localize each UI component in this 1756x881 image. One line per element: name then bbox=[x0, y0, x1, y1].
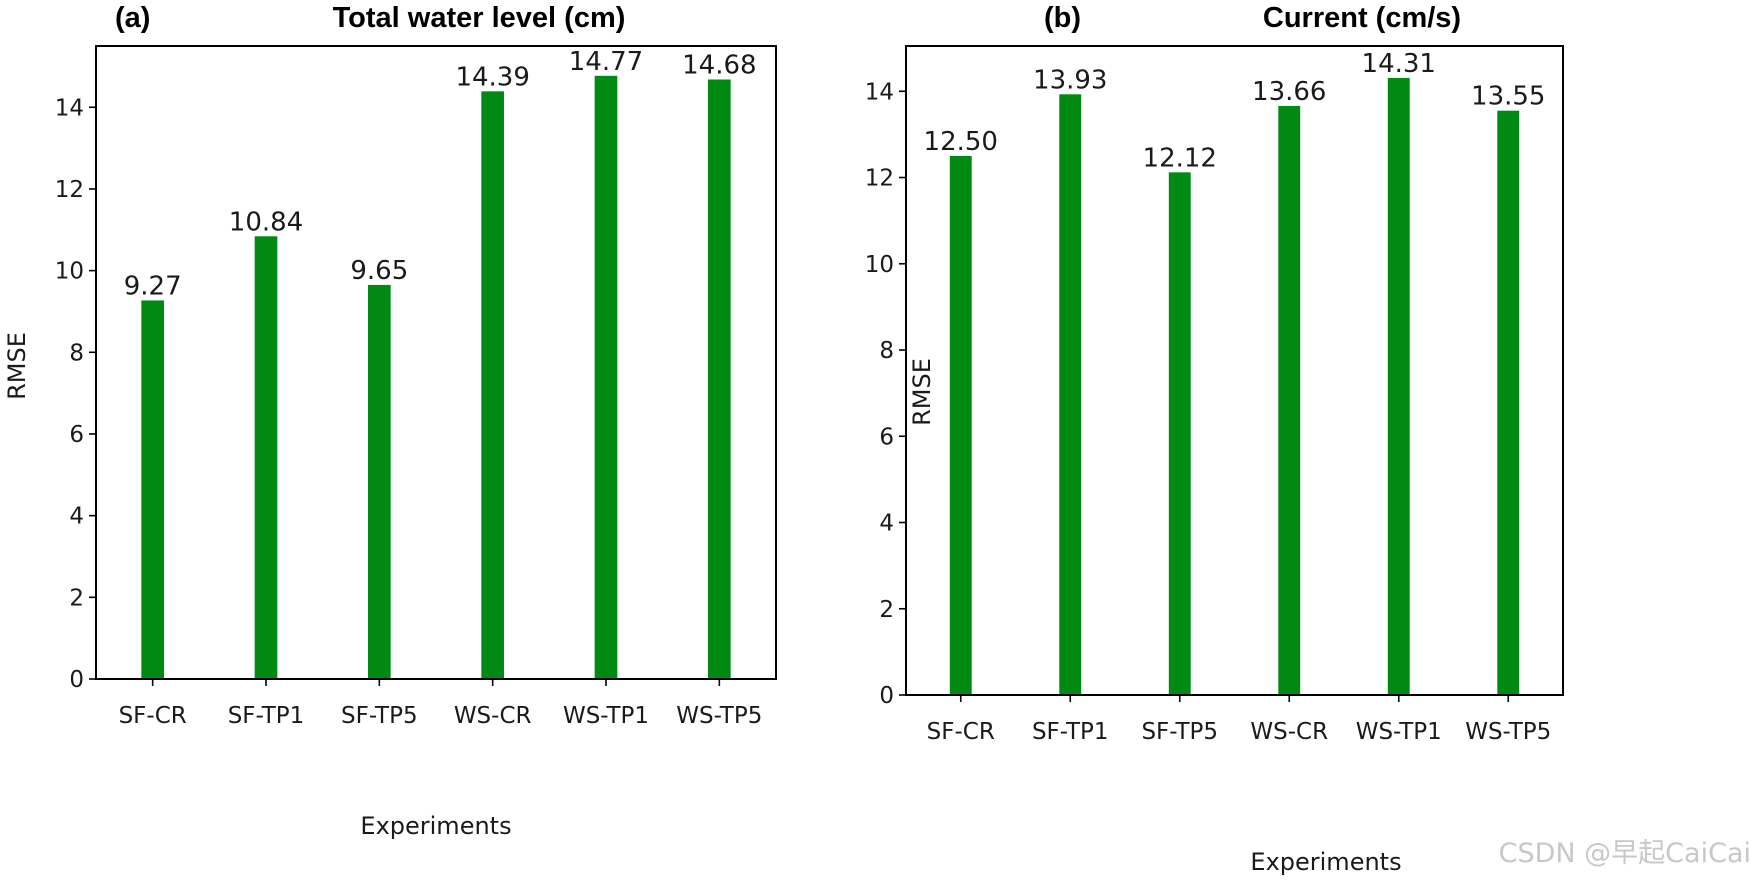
bar-ws-cr bbox=[1278, 105, 1301, 696]
panel-a-bars bbox=[141, 75, 731, 680]
panel-b-title: Current (cm/s) bbox=[1263, 2, 1461, 34]
bar-value-label: 10.84 bbox=[229, 207, 303, 237]
panel-a-plot-frame bbox=[95, 45, 777, 680]
y-tick-label: 8 bbox=[879, 338, 894, 364]
bar-sf-tp1 bbox=[254, 236, 278, 679]
bar-sf-tp5 bbox=[368, 284, 391, 679]
panel-a-label: (a) bbox=[115, 2, 150, 34]
panel-b-y-ticks: 0 2 4 6 8 10 12 14 bbox=[865, 79, 906, 709]
y-tick-label: 2 bbox=[879, 597, 894, 623]
y-tick-label: 0 bbox=[69, 667, 84, 693]
panel-a-x-axis-label: Experiments bbox=[360, 812, 511, 840]
y-tick-label: 14 bbox=[55, 95, 84, 121]
x-tick-label: SF-TP1 bbox=[228, 703, 305, 729]
bar-value-label: 14.68 bbox=[682, 50, 756, 80]
panel-b-x-ticks: SF-CR SF-TP1 SF-TP5 WS-CR WS-TP1 WS-TP5 bbox=[927, 695, 1551, 745]
bar-value-label: 14.77 bbox=[569, 47, 643, 77]
y-tick-label: 0 bbox=[879, 683, 894, 709]
watermark: CSDN @早起CaiCai bbox=[1499, 838, 1751, 869]
panel-b-y-axis-label: RMSE bbox=[908, 358, 936, 426]
x-tick-label: SF-TP5 bbox=[1141, 719, 1218, 745]
bar-sf-cr bbox=[141, 300, 164, 679]
y-tick-label: 4 bbox=[879, 511, 894, 537]
bar-value-label: 14.31 bbox=[1362, 49, 1436, 79]
x-tick-label: SF-CR bbox=[927, 719, 995, 745]
panel-b-x-axis-label: Experiments bbox=[1250, 848, 1401, 876]
bar-value-label: 9.27 bbox=[124, 271, 182, 301]
bar-value-label: 12.50 bbox=[924, 127, 998, 157]
y-tick-label: 6 bbox=[69, 422, 84, 448]
bar-sf-tp1 bbox=[1059, 94, 1082, 696]
panel-b-plot-frame bbox=[905, 45, 1564, 696]
x-tick-label: WS-CR bbox=[454, 703, 532, 729]
x-tick-label: WS-TP5 bbox=[1465, 719, 1551, 745]
x-tick-label: SF-CR bbox=[119, 703, 187, 729]
x-tick-label: WS-TP1 bbox=[1356, 719, 1442, 745]
x-tick-label: WS-TP1 bbox=[563, 703, 649, 729]
panel-b-value-labels: 12.50 13.93 12.12 13.66 14.31 13.55 bbox=[924, 49, 1546, 173]
bar-value-label: 14.39 bbox=[455, 62, 529, 92]
x-tick-label: SF-TP5 bbox=[341, 703, 418, 729]
y-tick-label: 8 bbox=[69, 340, 84, 366]
bar-sf-cr bbox=[949, 155, 972, 696]
bar-ws-tp5 bbox=[708, 79, 731, 680]
x-tick-label: SF-TP1 bbox=[1032, 719, 1109, 745]
bar-value-label: 13.55 bbox=[1471, 82, 1545, 112]
x-tick-label: WS-CR bbox=[1250, 719, 1328, 745]
bar-sf-tp5 bbox=[1168, 172, 1191, 695]
panel-a-value-labels: 9.27 10.84 9.65 14.39 14.77 14.68 bbox=[124, 47, 757, 302]
chart-panel-b: (b) Current (cm/s) RMSE Experiments 0 2 4 6… bbox=[865, 2, 1564, 876]
y-tick-label: 12 bbox=[865, 166, 894, 192]
bar-ws-tp1 bbox=[594, 75, 618, 679]
x-tick-label: WS-TP5 bbox=[676, 703, 762, 729]
bar-ws-tp5 bbox=[1497, 110, 1520, 695]
y-tick-label: 4 bbox=[69, 504, 84, 530]
bar-ws-cr bbox=[481, 91, 504, 679]
y-tick-label: 6 bbox=[879, 424, 894, 450]
y-tick-label: 14 bbox=[865, 79, 894, 105]
panel-a-x-ticks: SF-CR SF-TP1 SF-TP5 WS-CR WS-TP1 WS-TP5 bbox=[119, 679, 762, 729]
y-tick-label: 2 bbox=[69, 585, 84, 611]
bar-value-label: 13.66 bbox=[1252, 77, 1326, 107]
bar-ws-tp1 bbox=[1387, 77, 1410, 696]
panel-a-title: Total water level (cm) bbox=[333, 2, 626, 34]
y-tick-label: 10 bbox=[55, 259, 84, 285]
panel-b-bars bbox=[949, 77, 1520, 696]
y-tick-label: 12 bbox=[55, 177, 84, 203]
y-tick-label: 10 bbox=[865, 252, 894, 278]
panel-b-label: (b) bbox=[1044, 2, 1081, 34]
panel-a-y-ticks: 0 2 4 6 8 10 12 14 bbox=[55, 95, 96, 693]
panel-a-y-axis-label: RMSE bbox=[3, 332, 31, 400]
chart-panel-a: (a) Total water level (cm) RMSE Experime… bbox=[3, 2, 777, 840]
bar-value-label: 13.93 bbox=[1033, 65, 1107, 95]
bar-value-label: 12.12 bbox=[1143, 143, 1217, 173]
bar-value-label: 9.65 bbox=[350, 256, 408, 286]
